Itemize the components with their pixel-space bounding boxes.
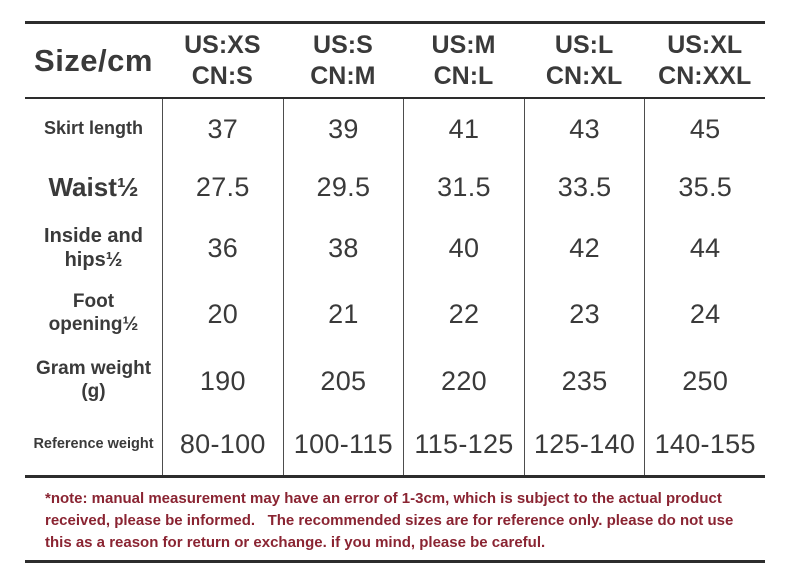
cn-size-label: CN:L	[433, 61, 494, 90]
table-cell: 42	[523, 216, 645, 280]
table-cell: 250	[644, 348, 765, 414]
row-label-skirt-length: Skirt length	[43, 118, 143, 139]
size-chart-table: Size/cm US:XS CN:S US:S CN:M US:M CN:L U…	[25, 21, 765, 478]
row-label-reference-weight: Reference weight	[33, 435, 154, 452]
cn-size-label: CN:S	[191, 61, 253, 90]
cn-size-label: CN:XL	[545, 61, 623, 90]
cn-size-label: CN:XXL	[658, 61, 752, 90]
table-cell: 43	[523, 99, 645, 159]
column-header-l: US:L CN:XL	[523, 24, 645, 99]
table-cell: 235	[523, 348, 645, 414]
bottom-divider	[25, 560, 765, 563]
row-label-gram-weight: Gram weight (g)	[35, 358, 152, 402]
table-cell: 33.5	[523, 159, 645, 216]
cn-size-label: CN:M	[310, 61, 376, 90]
table-cell: 23	[523, 280, 645, 348]
table-cell: 205	[282, 348, 404, 414]
table-cell: 140-155	[644, 414, 765, 475]
table-cell: 38	[282, 216, 404, 280]
table-cell: 190	[162, 348, 283, 414]
table-cell: 220	[403, 348, 524, 414]
table-cell: 27.5	[162, 159, 283, 216]
column-header-m: US:M CN:L	[403, 24, 524, 99]
us-size-label: US:S	[313, 31, 373, 59]
table-cell: 115-125	[403, 414, 524, 475]
table-cell: 125-140	[523, 414, 645, 475]
table-cell: 29.5	[282, 159, 404, 216]
table-cell: 45	[644, 99, 765, 159]
us-size-label: US:L	[554, 31, 614, 59]
column-header-xs: US:XS CN:S	[162, 24, 283, 99]
table-cell: 40	[403, 216, 524, 280]
table-cell: 100-115	[282, 414, 404, 475]
row-label-waist: Waist½	[48, 171, 139, 202]
us-size-label: US:XL	[667, 31, 743, 59]
table-cell: 31.5	[403, 159, 524, 216]
table-cell: 39	[282, 99, 404, 159]
table-cell: 22	[403, 280, 524, 348]
table-cell: 20	[162, 280, 283, 348]
table-corner-label: Size/cm	[25, 24, 162, 99]
table-cell: 36	[162, 216, 283, 280]
table-cell: 24	[644, 280, 765, 348]
column-header-xl: US:XL CN:XXL	[644, 24, 765, 99]
table-cell: 35.5	[644, 159, 765, 216]
table-cell: 41	[403, 99, 524, 159]
column-header-s: US:S CN:M	[282, 24, 404, 99]
table-cell: 80-100	[162, 414, 283, 475]
measurement-note: *note: manual measurement may have an er…	[45, 490, 738, 551]
table-cell: 21	[282, 280, 404, 348]
us-size-label: US:XS	[184, 31, 261, 59]
row-label-inside-and-hips: Inside and hips½	[44, 225, 143, 271]
us-size-label: US:M	[431, 31, 496, 59]
table-cell: 37	[162, 99, 283, 159]
table-cell: 44	[644, 216, 765, 280]
row-label-foot-opening: Foot opening½	[48, 291, 139, 335]
